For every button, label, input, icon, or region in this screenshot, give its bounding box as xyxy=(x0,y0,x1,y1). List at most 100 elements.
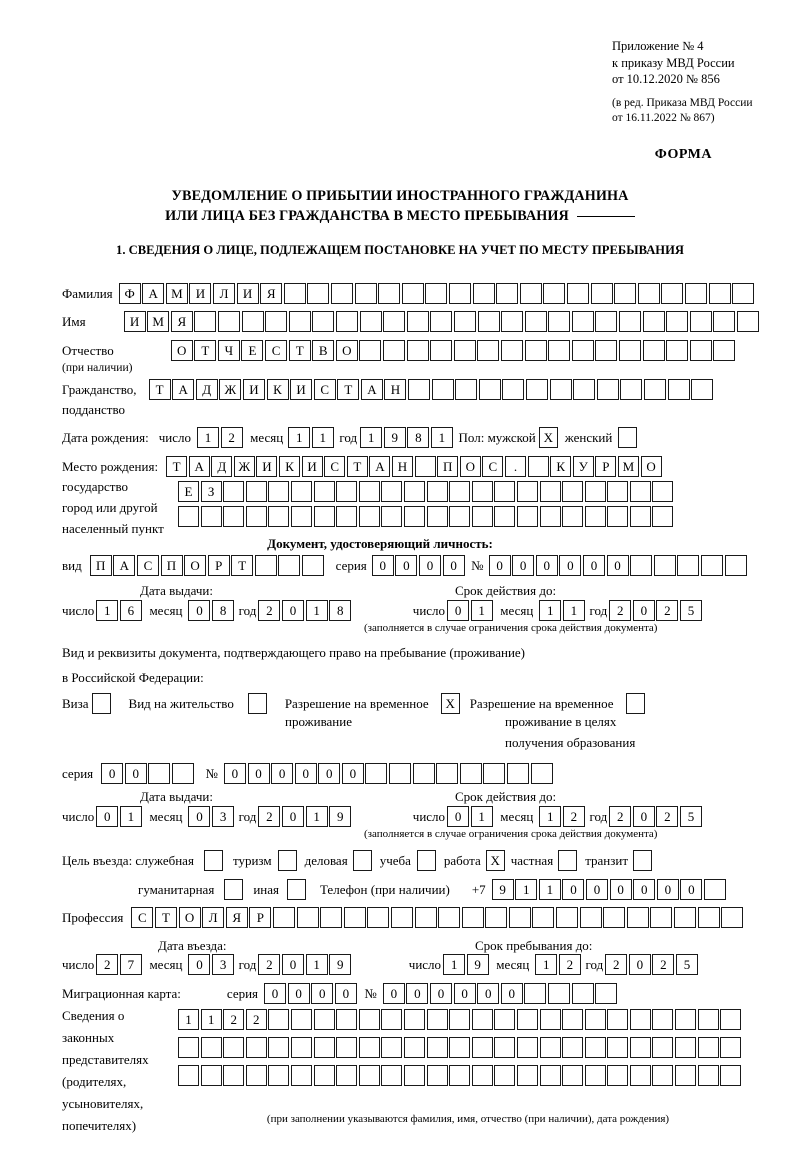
cell[interactable] xyxy=(359,340,382,361)
cell[interactable] xyxy=(245,481,267,502)
cell[interactable] xyxy=(539,1037,561,1058)
cell[interactable] xyxy=(562,1065,584,1086)
cell[interactable]: М xyxy=(147,311,170,332)
cell[interactable] xyxy=(720,1037,742,1058)
cell[interactable]: 1 xyxy=(535,954,558,975)
cell[interactable] xyxy=(383,311,406,332)
cell[interactable]: О xyxy=(640,456,662,477)
cell[interactable] xyxy=(367,907,390,928)
cell[interactable] xyxy=(245,506,267,527)
cell[interactable]: 0 xyxy=(334,983,357,1004)
cell[interactable] xyxy=(527,456,549,477)
cell[interactable]: А xyxy=(113,555,136,576)
cell[interactable] xyxy=(426,481,448,502)
cell[interactable]: . xyxy=(504,456,526,477)
cell[interactable] xyxy=(307,283,330,304)
cell[interactable]: 0 xyxy=(447,600,470,621)
cell[interactable]: 2 xyxy=(96,954,119,975)
cell[interactable] xyxy=(426,1037,448,1058)
cell[interactable]: 1 xyxy=(196,427,219,448)
cell[interactable] xyxy=(502,379,525,400)
cell[interactable]: Е xyxy=(241,340,264,361)
cell[interactable] xyxy=(403,481,425,502)
cell[interactable] xyxy=(381,1009,403,1030)
cell[interactable] xyxy=(403,1065,425,1086)
cell[interactable] xyxy=(406,340,429,361)
cell[interactable]: 0 xyxy=(559,555,582,576)
cell[interactable] xyxy=(548,340,571,361)
cell[interactable] xyxy=(675,1065,697,1086)
purpose-study-checkbox[interactable] xyxy=(416,850,436,871)
cell[interactable]: 9 xyxy=(329,954,352,975)
cell[interactable]: 8 xyxy=(329,600,352,621)
cell[interactable]: Л xyxy=(202,907,225,928)
cell[interactable]: 2 xyxy=(258,954,281,975)
cell[interactable]: 0 xyxy=(101,763,124,784)
cell[interactable]: 0 xyxy=(124,763,147,784)
cell[interactable]: 2 xyxy=(220,427,243,448)
cell[interactable]: 0 xyxy=(477,983,500,1004)
cell[interactable]: 0 xyxy=(680,879,703,900)
cell[interactable]: Ж xyxy=(233,456,255,477)
cell[interactable] xyxy=(403,506,425,527)
cell[interactable]: 0 xyxy=(656,879,679,900)
cell[interactable] xyxy=(524,983,547,1004)
cell[interactable] xyxy=(290,481,312,502)
cell[interactable] xyxy=(171,763,194,784)
cell[interactable]: 0 xyxy=(282,600,305,621)
cell[interactable] xyxy=(365,763,388,784)
cell[interactable] xyxy=(241,311,264,332)
cell[interactable] xyxy=(629,481,651,502)
cell[interactable]: 2 xyxy=(656,806,679,827)
cell[interactable]: 2 xyxy=(609,600,632,621)
cell[interactable]: 2 xyxy=(562,806,585,827)
cell[interactable] xyxy=(644,379,667,400)
cell[interactable]: 1 xyxy=(200,1009,222,1030)
cell[interactable] xyxy=(642,340,665,361)
cell[interactable] xyxy=(449,481,471,502)
cell[interactable]: 0 xyxy=(188,600,211,621)
cell[interactable] xyxy=(217,311,240,332)
cell[interactable] xyxy=(637,283,660,304)
cell[interactable] xyxy=(245,1065,267,1086)
cell[interactable] xyxy=(414,907,437,928)
cell[interactable] xyxy=(516,1037,538,1058)
cell[interactable] xyxy=(359,311,382,332)
cell[interactable] xyxy=(471,506,493,527)
cell[interactable] xyxy=(697,907,720,928)
cell[interactable]: 0 xyxy=(609,879,632,900)
cell[interactable] xyxy=(223,1037,245,1058)
cell[interactable] xyxy=(661,283,684,304)
cell[interactable]: И xyxy=(256,456,278,477)
cell[interactable] xyxy=(478,379,501,400)
cell[interactable] xyxy=(630,555,653,576)
cell[interactable]: В xyxy=(312,340,335,361)
cell[interactable] xyxy=(381,1065,403,1086)
cell[interactable]: 1 xyxy=(305,600,328,621)
cell[interactable]: О xyxy=(335,340,358,361)
temp-edu-checkbox[interactable] xyxy=(625,693,645,714)
cell[interactable] xyxy=(426,506,448,527)
cell[interactable] xyxy=(652,1065,674,1086)
cell[interactable] xyxy=(607,506,629,527)
cell[interactable] xyxy=(516,481,538,502)
cell[interactable] xyxy=(412,763,435,784)
cell[interactable] xyxy=(358,1037,380,1058)
cell[interactable] xyxy=(148,763,171,784)
residence-checkbox[interactable] xyxy=(247,693,267,714)
cell[interactable] xyxy=(629,1065,651,1086)
